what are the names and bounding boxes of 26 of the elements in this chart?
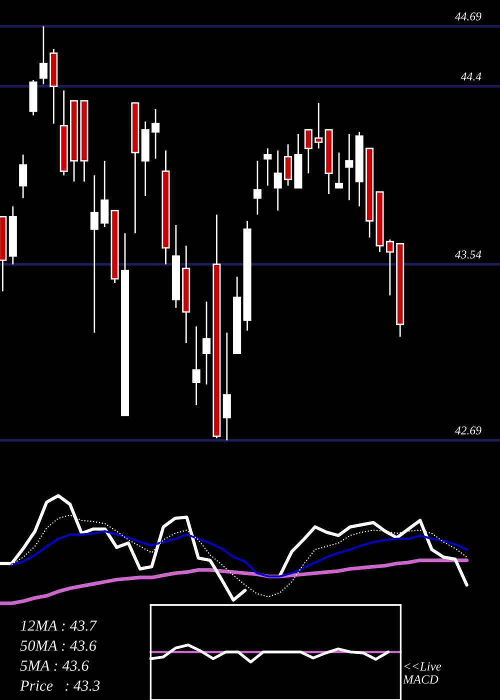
ref-line-label: 42.69	[454, 426, 482, 434]
ref-line-label: 43.54	[454, 250, 482, 259]
ref-line-label: 44.69	[454, 12, 482, 20]
text: <<Live MACD	[402, 662, 442, 684]
candlestick	[90, 174, 98, 334]
candlestick	[264, 148, 272, 186]
candlestick	[202, 300, 211, 386]
candlestick	[192, 326, 200, 406]
candlestick	[274, 150, 282, 212]
candlestick	[19, 154, 28, 199]
text: 12MA : 43.7	[20, 620, 98, 631]
candlestick	[39, 26, 48, 85]
text: Price : 43.3	[20, 680, 100, 691]
candlestick	[284, 144, 292, 186]
candlestick	[253, 160, 262, 216]
candlestick	[334, 152, 343, 188]
candlestick	[314, 102, 323, 150]
candlestick	[222, 332, 231, 441]
text: 50MA : 43.6	[20, 640, 96, 651]
candlestick	[100, 160, 109, 228]
text: 5MA : 43.6	[20, 660, 89, 671]
ref-line-label: 44.4	[460, 72, 482, 81]
candlestick	[345, 133, 354, 201]
candlestick	[304, 129, 312, 174]
candlestick	[152, 108, 160, 160]
candlestick	[386, 238, 394, 296]
